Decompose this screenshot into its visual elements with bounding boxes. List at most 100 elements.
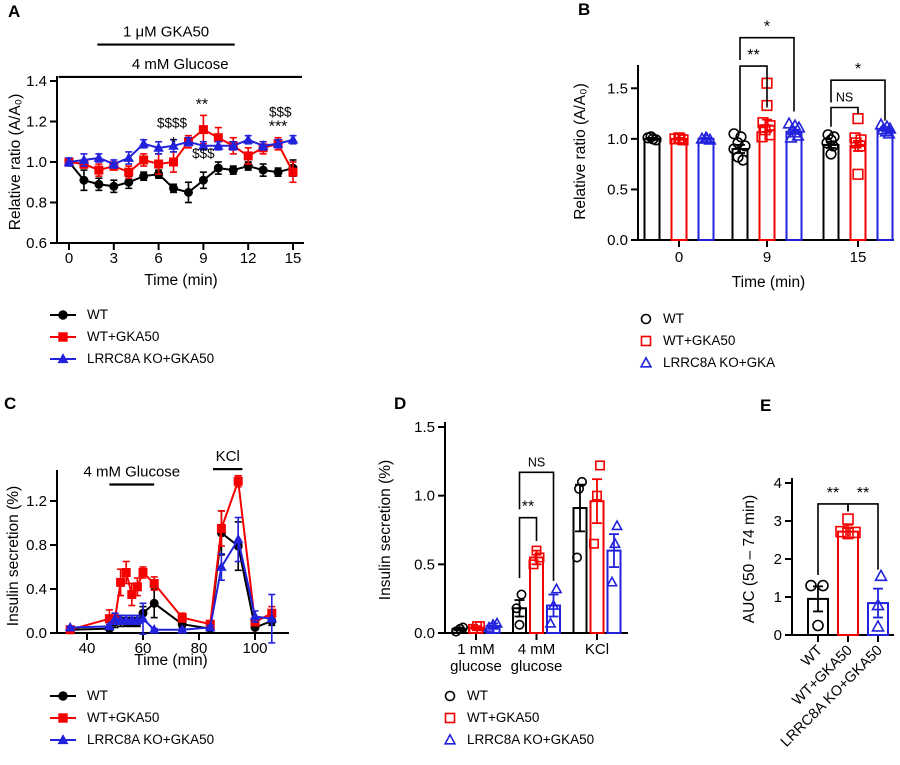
svg-text:1.4: 1.4 <box>26 73 47 90</box>
legend-d-item-wt: WT <box>442 688 594 703</box>
svg-text:12: 12 <box>240 250 257 267</box>
svg-text:***: *** <box>269 119 288 136</box>
svg-text:Time (min): Time (min) <box>134 652 207 669</box>
svg-text:*: * <box>855 61 861 78</box>
panel-a-legend: WT WT+GKA50 LRRC8A KO+GKA50 <box>48 307 214 373</box>
svg-text:Relative ratio (A/A₀): Relative ratio (A/A₀) <box>572 83 589 220</box>
lrrc8a-ko-gka50-marker-icon <box>50 352 76 363</box>
svg-text:0.4: 0.4 <box>26 581 47 598</box>
wt-marker-icon <box>444 690 456 701</box>
panel-c-legend: WT WT+GKA50 LRRC8A KO+GKA50 <box>48 688 214 754</box>
svg-text:1 μM GKA50: 1 μM GKA50 <box>123 24 209 41</box>
significance-annotations: $$$$***$$$$$$*** <box>157 96 292 161</box>
svg-text:Insulin secretion (%): Insulin secretion (%) <box>5 486 22 626</box>
axis-labels: 40 60 80 100 0.0 0.4 0.8 1.2 Time (min) Insulin s… <box>5 486 268 669</box>
svg-text:3: 3 <box>774 513 782 530</box>
panel-e-label: E <box>760 396 772 415</box>
legend-label: WT <box>467 688 488 703</box>
significance-brackets: ** ** <box>817 485 879 575</box>
svg-text:40: 40 <box>79 640 96 657</box>
svg-text:**: ** <box>827 485 839 502</box>
legend-label: LRRC8A KO+GKA50 <box>87 351 215 366</box>
legend-label: LRRC8A KO+GKA50 <box>87 732 215 747</box>
svg-text:0: 0 <box>675 249 683 266</box>
svg-text:$$$$: $$$$ <box>157 116 188 131</box>
legend-label: LRRC8A KO+GKA <box>663 355 776 370</box>
svg-text:Insulin secretion (%): Insulin secretion (%) <box>377 460 394 600</box>
bars-wt <box>451 476 588 637</box>
legend-a-item-wt-gka50: WT+GKA50 <box>48 329 214 344</box>
legend-d-item-wt-gka50: WT+GKA50 <box>442 710 594 725</box>
panel-b-label: B <box>578 0 591 19</box>
svg-text:4: 4 <box>774 475 782 492</box>
panel-a-label: A <box>8 2 21 21</box>
legend-label: WT+GKA50 <box>663 333 736 348</box>
wt-marker-icon <box>50 690 76 701</box>
svg-text:2: 2 <box>774 551 782 568</box>
svg-text:NS: NS <box>836 91 853 105</box>
svg-text:4 mM Glucose: 4 mM Glucose <box>83 464 180 481</box>
bars-wt-gka50 <box>669 77 867 242</box>
svg-text:4 mM: 4 mM <box>518 641 556 658</box>
axis-labels: 0.0 0.5 1.0 1.5 0 9 15 Time (min) Relative ratio… <box>572 80 866 291</box>
svg-text:1.0: 1.0 <box>607 131 628 148</box>
significance-brackets: ***NS* <box>739 19 886 132</box>
legend-c-item-wt-gka50: WT+GKA50 <box>48 710 214 725</box>
legend-a-item-lrrc8a-ko-gka50: LRRC8A KO+GKA50 <box>48 351 214 366</box>
legend-label: WT+GKA50 <box>467 710 540 725</box>
legend-a-item-wt: WT <box>48 307 214 322</box>
legend-c-item-wt: WT <box>48 688 214 703</box>
svg-text:Relative ratio (A/A₀): Relative ratio (A/A₀) <box>7 94 24 231</box>
svg-text:1.0: 1.0 <box>414 488 435 505</box>
series-lrrc8a-ko-gka50 <box>64 516 278 644</box>
svg-text:0.8: 0.8 <box>26 537 47 554</box>
legend-d-item-lrrc8a-ko-gka50: LRRC8A KO+GKA50 <box>442 732 594 747</box>
wt-marker-icon <box>640 313 652 324</box>
svg-text:1.0: 1.0 <box>26 154 47 171</box>
legend-c-item-lrrc8a-ko-gka50: LRRC8A KO+GKA50 <box>48 732 214 747</box>
bars-lrrc8a-ko-gka <box>695 116 897 242</box>
legend-label: WT <box>663 311 684 326</box>
lrrc8a-ko-gka50-marker-icon <box>50 733 76 744</box>
condition-bars: 1 μM GKA50 4 mM Glucose <box>58 24 302 79</box>
svg-text:KCl: KCl <box>585 641 609 658</box>
svg-text:1.2: 1.2 <box>26 493 47 510</box>
svg-text:1 mM: 1 mM <box>457 641 495 658</box>
svg-text:6: 6 <box>154 250 162 267</box>
svg-text:$$$: $$$ <box>269 104 292 119</box>
wt-gka50-marker-icon <box>640 335 652 346</box>
svg-text:1: 1 <box>774 589 782 606</box>
svg-text:*: * <box>170 135 176 152</box>
bars-wt <box>805 579 829 636</box>
axis-labels: 0 3 6 9 12 15 0.6 0.8 1.0 1.2 1.4 Time (min) Relativ… <box>7 73 301 289</box>
bars-wt <box>642 128 840 242</box>
svg-text:**: ** <box>747 47 759 64</box>
svg-text:3: 3 <box>110 250 118 267</box>
svg-text:1.2: 1.2 <box>26 114 47 131</box>
legend-b-item-wt: WT <box>638 311 775 326</box>
svg-text:**: ** <box>857 485 869 502</box>
svg-text:9: 9 <box>763 249 771 266</box>
svg-text:80: 80 <box>191 640 208 657</box>
bars-wt-gka50 <box>468 460 606 635</box>
legend-label: WT <box>87 688 108 703</box>
legend-label: WT <box>87 307 108 322</box>
wt-marker-icon <box>50 309 76 320</box>
svg-text:0: 0 <box>65 250 73 267</box>
panel-c-label: C <box>4 394 17 413</box>
svg-text:0.0: 0.0 <box>414 625 435 642</box>
svg-text:0.0: 0.0 <box>26 625 47 642</box>
svg-text:15: 15 <box>285 250 302 267</box>
legend-b-item-lrrc8a-ko-gka: LRRC8A KO+GKA <box>638 355 775 370</box>
svg-text:100: 100 <box>242 640 267 657</box>
legend-label: WT+GKA50 <box>87 329 160 344</box>
svg-text:**: ** <box>196 96 208 113</box>
wt-gka50-marker-icon <box>444 712 456 723</box>
panel-c-chart: 40 60 80 100 0.0 0.4 0.8 1.2 Time (min) Insulin s… <box>5 448 289 669</box>
svg-text:0.5: 0.5 <box>607 181 628 198</box>
wt-gka50-marker-icon <box>50 712 76 723</box>
svg-text:glucose: glucose <box>450 658 502 675</box>
lrrc8a-ko-gka50-marker-icon <box>443 732 457 745</box>
svg-text:**: ** <box>522 499 534 516</box>
legend-label: WT+GKA50 <box>87 710 160 725</box>
